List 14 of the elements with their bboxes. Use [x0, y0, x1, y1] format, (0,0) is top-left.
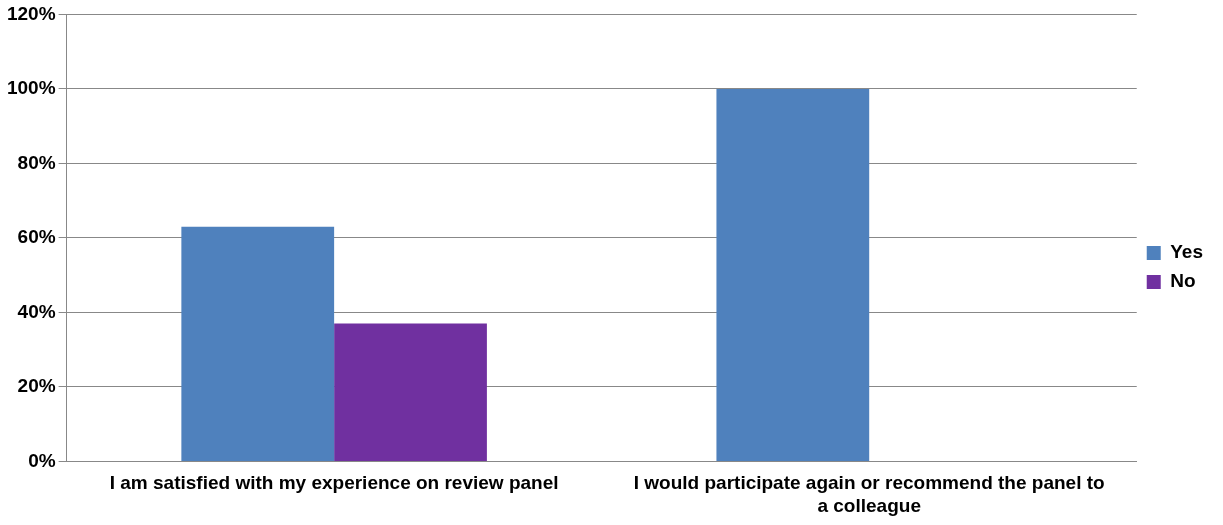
bar: [716, 88, 870, 461]
y-tick-label: 40%: [17, 300, 56, 322]
y-tick-label: 100%: [6, 77, 56, 99]
x-tick-label: I would participate again or recommend the panel to a colleague: [633, 472, 1105, 516]
y-tick-label: 0%: [28, 449, 56, 471]
y-tick-label: 60%: [17, 226, 56, 248]
legend-label: Yes: [1170, 241, 1204, 263]
y-tick-label: 20%: [17, 375, 56, 397]
legend-label: No: [1170, 270, 1196, 292]
y-tick-label: 80%: [17, 151, 56, 173]
y-tick-label: 120%: [6, 2, 56, 24]
x-tick-label: I am satisfied with my experience on review panel: [109, 472, 559, 494]
bar: [181, 226, 335, 461]
bar: [334, 323, 487, 461]
